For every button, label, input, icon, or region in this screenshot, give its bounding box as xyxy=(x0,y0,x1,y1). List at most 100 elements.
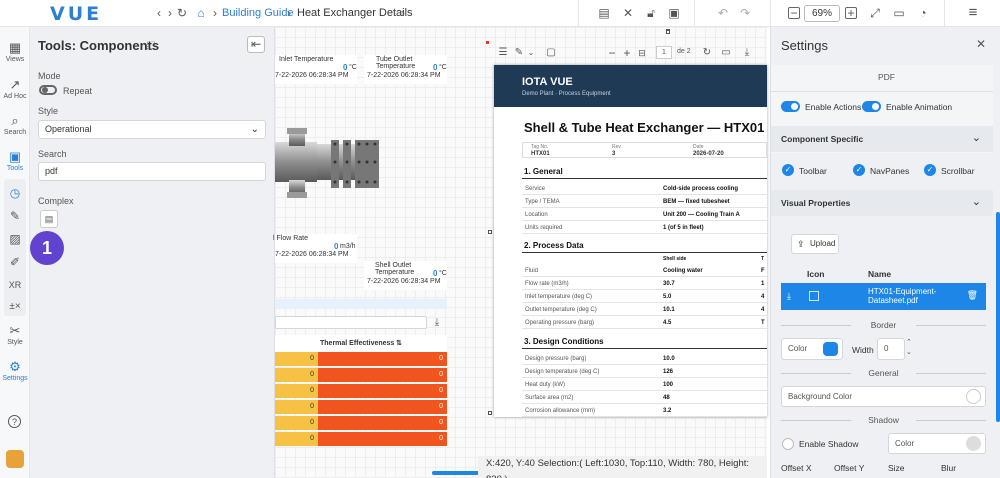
list-icon[interactable]: ☰ xyxy=(498,47,508,58)
back-icon[interactable]: ‹ xyxy=(157,6,161,20)
pdf-section-design: 3. Design Conditions xyxy=(524,337,604,346)
pdf-page[interactable]: IOTA VUE Demo Plant · Process Equipment … xyxy=(494,65,767,417)
rotate-icon[interactable]: ↻ xyxy=(702,47,712,58)
pdf-row: Flow rate (m3/h) 30.7 1 xyxy=(522,278,767,290)
calc-icon[interactable]: ±× xyxy=(9,301,21,312)
selection-anchor xyxy=(486,41,489,44)
enable-animation-toggle[interactable] xyxy=(862,101,881,112)
zoom-out-pdf-icon[interactable]: − xyxy=(608,46,616,60)
home-icon[interactable]: ⌂ xyxy=(197,6,205,20)
draw-icon[interactable]: ▢ xyxy=(546,47,556,58)
zoom-in-icon[interactable]: + xyxy=(845,7,857,19)
left-rail: ▦ Views ↗ Ad Hoc ⌕ Search ▣ Tools ◷ ✎ ▨ … xyxy=(0,27,30,478)
save-icon[interactable]: ▣ xyxy=(668,6,680,20)
xr-icon[interactable]: XR xyxy=(8,280,22,290)
file-row[interactable]: ⤓ HTX01-Equipment-Datasheet.pdf 🗑︎ xyxy=(781,283,986,310)
calendar-icon[interactable]: ▤ xyxy=(598,6,610,20)
tag-flow-rate[interactable]: l Flow Rate 0 m3/h 7-22-2026 06:28:34 PM xyxy=(273,234,357,263)
resize-handle[interactable] xyxy=(666,30,670,34)
column-icon-header: Icon xyxy=(807,269,825,279)
undo-icon[interactable]: ↶ xyxy=(717,6,729,20)
enable-animation-label: Enable Animation xyxy=(886,102,953,112)
color-swatch xyxy=(966,436,981,451)
edit-icon[interactable]: ✐ xyxy=(9,255,21,269)
page-input[interactable]: 1 xyxy=(656,46,672,59)
unlock-icon[interactable]: 🔓︎ xyxy=(647,6,655,20)
tag-inlet-temperature[interactable]: Inlet Temperature 0 °C 7-22-2026 06:28:3… xyxy=(275,55,357,84)
toolbar-checkbox[interactable]: ✓ xyxy=(782,164,794,176)
comments-icon[interactable]: ◔ xyxy=(919,6,927,20)
pdf-row: Fluid Cooling water F xyxy=(522,265,767,277)
pdf-row: Location Unit 200 — Cooling Train A xyxy=(522,209,767,221)
redo-icon[interactable]: ↷ xyxy=(739,6,751,20)
tag-tube-outlet-temperature[interactable]: Tube Outlet Temperature 0 °C 7-22-2026 0… xyxy=(364,55,447,84)
enable-actions-toggle[interactable] xyxy=(781,101,800,112)
search-input[interactable]: pdf xyxy=(38,162,266,181)
close-icon[interactable]: ✕ xyxy=(975,37,987,51)
tools-icon[interactable]: ✕ xyxy=(622,6,634,20)
horizontal-scrollbar[interactable] xyxy=(432,471,499,475)
heat-exchanger-graphic[interactable] xyxy=(275,122,385,217)
chevron-down-icon: ⌄ xyxy=(971,132,981,144)
brush-icon[interactable]: ✎ xyxy=(9,209,21,223)
select-area-icon[interactable]: ⬚ xyxy=(146,40,156,51)
pdf-brand: IOTA VUE xyxy=(522,76,573,88)
rail-adhoc[interactable]: ↗ Ad Hoc xyxy=(0,78,30,101)
trend-icon[interactable]: ▨ xyxy=(9,232,21,246)
chevron-right-icon: › xyxy=(401,6,405,20)
breadcrumb-current: Heat Exchanger Details xyxy=(297,7,413,19)
section-component-specific[interactable]: Component Specific ⌄ xyxy=(771,126,993,152)
view-mode-icon[interactable]: ▭ xyxy=(721,47,731,58)
border-color-picker[interactable]: Color xyxy=(781,338,843,360)
zoom-out-icon[interactable]: − xyxy=(788,7,800,19)
navpanes-checkbox[interactable]: ✓ xyxy=(853,164,865,176)
highlight-icon[interactable]: ✎ xyxy=(514,47,524,58)
download-icon[interactable]: ⤓ xyxy=(787,291,791,301)
scrollbar-checkbox[interactable]: ✓ xyxy=(924,164,936,176)
refresh-icon[interactable]: ↻ xyxy=(176,6,188,20)
resize-handle[interactable] xyxy=(488,411,492,415)
border-width-input[interactable]: 0 xyxy=(877,338,905,360)
settings-scrollbar[interactable] xyxy=(996,212,1000,422)
presentation-icon[interactable]: ▭ xyxy=(893,6,905,20)
rail-search[interactable]: ⌕ Search xyxy=(0,114,30,137)
rail-style[interactable]: ✂ Style xyxy=(0,324,30,347)
rail-settings[interactable]: ⚙ Settings xyxy=(0,360,30,383)
style-select[interactable]: Operational ⌄ xyxy=(38,120,266,139)
help-icon[interactable]: ? xyxy=(8,415,21,428)
menu-icon[interactable]: ≡ xyxy=(968,4,978,21)
table-header[interactable]: Thermal Effectiveness ⇅ xyxy=(275,335,447,352)
shadow-color-picker[interactable]: Color xyxy=(888,433,986,454)
collapse-panel-icon[interactable]: ⇤ xyxy=(247,36,265,53)
forward-icon[interactable]: › xyxy=(168,6,172,20)
background-color-picker[interactable]: Background Color xyxy=(781,386,986,407)
chart-icon: ↗ xyxy=(9,77,21,92)
trash-icon[interactable]: 🗑︎ xyxy=(966,290,978,300)
tag-shell-outlet-temperature[interactable]: Shell Outlet Temperature 0 °C 7-22-2026 … xyxy=(364,261,447,290)
section-visual-properties[interactable]: Visual Properties ⌄ xyxy=(771,190,993,216)
zoom-level[interactable]: 69% xyxy=(804,5,840,22)
history-icon[interactable]: ◷ xyxy=(9,186,21,200)
table-filter-input[interactable] xyxy=(275,316,427,329)
chevron-down-icon[interactable]: ⌄ xyxy=(527,48,535,57)
pdf-component-icon[interactable]: ▤ xyxy=(40,210,58,228)
fit-screen-icon[interactable]: ⤢ xyxy=(870,6,880,20)
upload-button[interactable]: ⇪ Upload xyxy=(791,234,839,254)
upload-icon: ⇪ xyxy=(797,239,805,249)
pdf-header: IOTA VUE Demo Plant · Process Equipment xyxy=(494,65,767,107)
download-pdf-icon[interactable]: ⤓ xyxy=(744,47,750,58)
download-icon[interactable]: ⤓ xyxy=(434,317,440,328)
breadcrumb-root[interactable]: Building Guide xyxy=(222,7,294,19)
zoom-in-pdf-icon[interactable]: + xyxy=(623,46,631,60)
rail-views[interactable]: ▦ Views xyxy=(0,41,30,64)
repeat-toggle[interactable] xyxy=(39,85,57,95)
resize-handle[interactable] xyxy=(488,230,492,234)
prev-page-icon[interactable]: ⊟ xyxy=(638,48,646,58)
avatar[interactable] xyxy=(6,450,24,468)
mode-label: Mode xyxy=(38,71,61,81)
style-label: Style xyxy=(38,106,59,116)
enable-shadow-checkbox[interactable] xyxy=(782,438,794,450)
rail-tools[interactable]: ▣ Tools xyxy=(0,150,30,173)
table-cell: 0 xyxy=(318,432,447,446)
stepper-icon[interactable]: ⌃ ⌄ xyxy=(906,339,912,356)
